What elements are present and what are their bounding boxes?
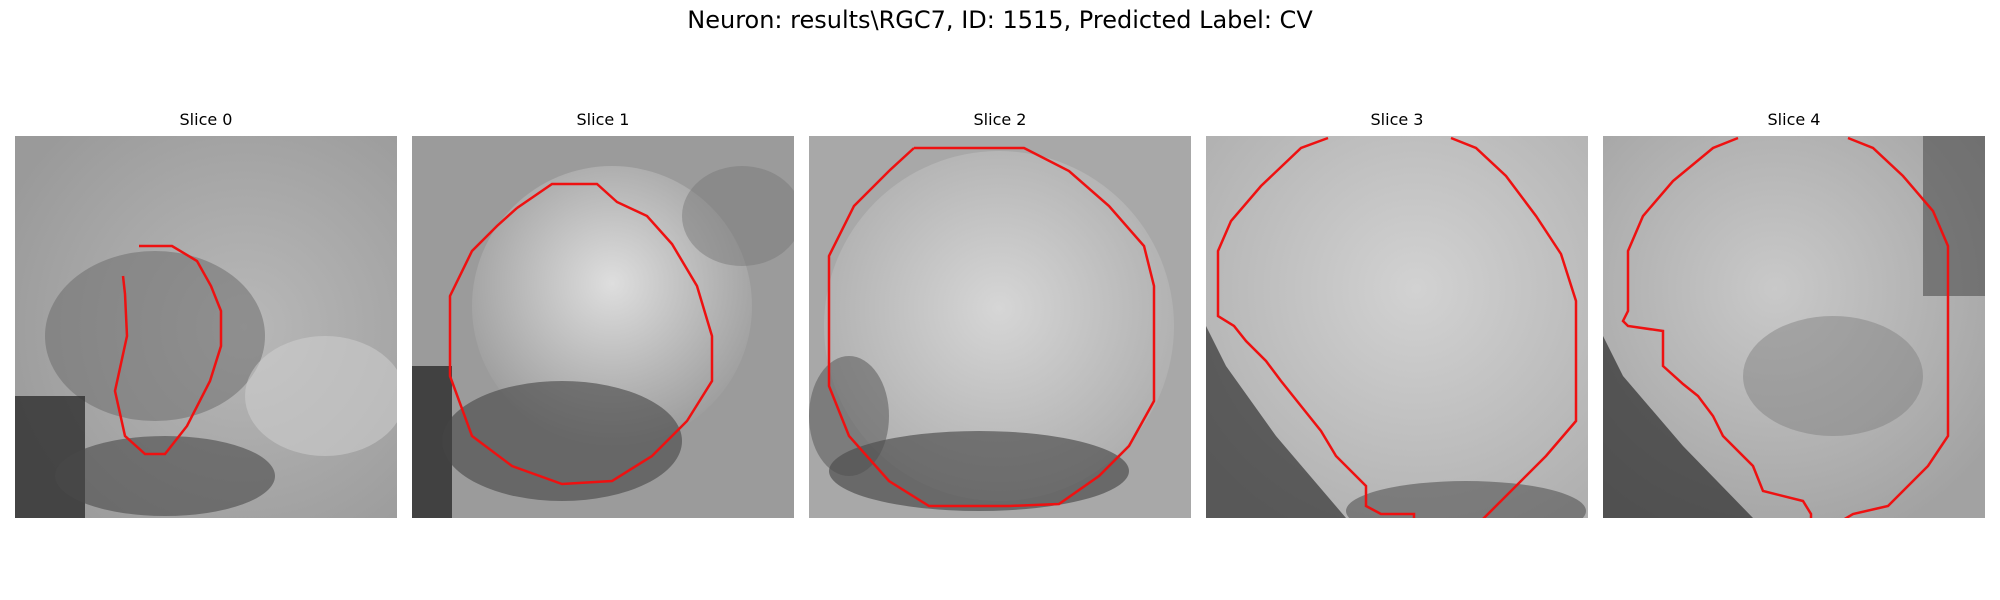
slice-panel-1: Slice 1 — [412, 108, 794, 518]
slice-panel-4: Slice 4 — [1603, 108, 1985, 518]
slice-panel-2: Slice 2 — [809, 108, 1191, 518]
contour-line — [1450, 136, 1578, 518]
figure-title: Neuron: results\RGC7, ID: 1515, Predicte… — [687, 6, 1313, 34]
slice-title: Slice 4 — [1767, 110, 1821, 129]
contour-line — [1216, 136, 1416, 518]
contour-line — [1843, 136, 1950, 518]
contour-line — [1621, 136, 1813, 518]
slice-title: Slice 3 — [1370, 110, 1424, 129]
slice-image — [412, 136, 794, 518]
slice-image — [15, 136, 397, 518]
contour-line — [827, 146, 1156, 508]
slice-title: Slice 2 — [973, 110, 1027, 129]
slice-title: Slice 1 — [576, 110, 630, 129]
slice-image — [809, 136, 1191, 518]
slice-title: Slice 0 — [179, 110, 233, 129]
slice-panel-3: Slice 3 — [1206, 108, 1588, 518]
slice-image — [1206, 136, 1588, 518]
contour-line — [448, 182, 714, 486]
slice-image — [1603, 136, 1985, 518]
slice-panel-0: Slice 0 — [15, 108, 397, 518]
contour-line — [113, 244, 223, 456]
